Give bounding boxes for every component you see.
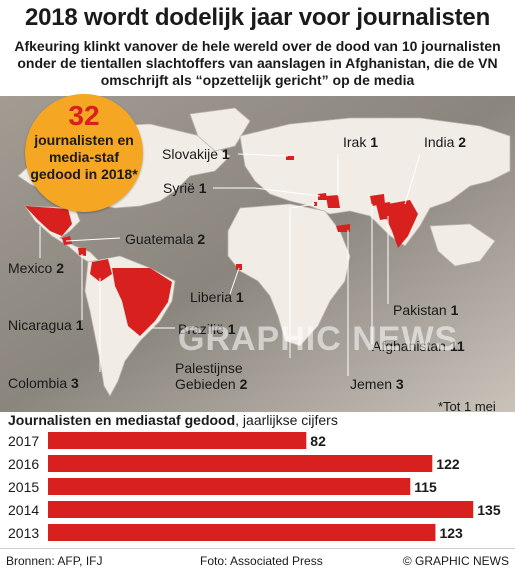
bar-year-label-2013: 2013 <box>8 525 39 541</box>
leader-palestijnse <box>289 203 316 358</box>
leader-india <box>404 153 421 205</box>
bar-2015 <box>48 478 411 495</box>
country-iraq <box>326 195 340 208</box>
country-slovakia <box>286 156 294 160</box>
badge-text: journalisten en media-staf gedood in 201… <box>30 132 138 182</box>
label-guatemala: Guatemala 2 <box>125 231 206 247</box>
label-jemen: Jemen 3 <box>350 376 404 392</box>
country-yemen <box>336 224 350 232</box>
watermark: GRAPHIC NEWS <box>178 320 459 358</box>
page-title: 2018 wordt dodelijk jaar voor journalist… <box>24 4 491 31</box>
leader-liberia <box>229 267 240 295</box>
label-irak: Irak 1 <box>343 134 379 150</box>
footer-photo: Foto: Associated Press <box>200 554 323 568</box>
bar-value-2014: 135 <box>477 502 501 518</box>
badge-number: 32 <box>68 100 100 131</box>
bar-year-label-2014: 2014 <box>8 502 39 518</box>
country-mexico <box>25 206 72 236</box>
country-liberia <box>236 264 242 270</box>
footer-copyright: © GRAPHIC NEWS <box>402 554 509 568</box>
bar-2016 <box>48 455 433 472</box>
country-palestine <box>314 202 317 206</box>
label-palestijnse-gebieden: Palestijnse Gebieden 2 <box>175 360 248 392</box>
label-pakistan: Pakistan 1 <box>393 302 459 318</box>
label-brazilie: Brazilië 1 <box>178 321 236 337</box>
label-india: India 2 <box>424 134 467 150</box>
leader-guatemala <box>65 237 121 242</box>
bar-2017 <box>48 432 307 449</box>
country-colombia <box>90 259 112 282</box>
label-nicaragua: Nicaragua 1 <box>8 317 84 333</box>
footnote: *Tot 1 mei <box>438 399 496 414</box>
label-slovakije: Slovakije 1 <box>162 146 230 162</box>
land-greenland <box>189 107 251 152</box>
bar-2013 <box>48 524 436 541</box>
label-syrie: Syrië 1 <box>163 180 207 196</box>
leader-lines <box>39 153 421 376</box>
country-india <box>386 200 418 248</box>
bar-year-label-2016: 2016 <box>8 456 39 472</box>
world-map: Slovakije 1 Irak 1 India 2 Syrië 1 Guate… <box>0 96 515 412</box>
leader-syrie <box>213 187 321 197</box>
bar-value-2016: 122 <box>436 456 460 472</box>
country-brazil <box>112 268 172 336</box>
bar-chart: 2017 82 2016 122 2015 115 2014 135 2013 123 <box>8 432 501 541</box>
bar-value-2015: 115 <box>414 479 437 495</box>
bar-value-2013: 123 <box>439 525 463 541</box>
country-nicaragua <box>78 248 86 256</box>
bar-year-label-2015: 2015 <box>8 479 39 495</box>
total-badge: 32 journalisten en media-staf gedood in … <box>25 94 143 212</box>
map-graphic <box>0 96 515 412</box>
country-syria <box>318 193 327 200</box>
leader-slovakije <box>237 153 289 157</box>
land-eurasia <box>239 117 511 247</box>
bar-2014 <box>48 501 474 518</box>
label-afghanistan: Afghanistan 11 <box>372 338 465 354</box>
chart-title: Journalisten en mediastaf gedood, jaarli… <box>8 412 338 428</box>
label-mexico: Mexico 2 <box>8 260 65 276</box>
bar-year-label-2017: 2017 <box>8 433 39 449</box>
footer-sources: Bronnen: AFP, IFJ <box>6 554 103 568</box>
label-colombia: Colombia 3 <box>8 375 79 391</box>
country-afghanistan <box>370 194 385 206</box>
footer: Bronnen: AFP, IFJ Foto: Associated Press… <box>0 548 515 573</box>
label-liberia: Liberia 1 <box>190 289 244 305</box>
land-southeast-asia <box>429 223 496 267</box>
bar-value-2017: 82 <box>310 433 326 449</box>
page-subtitle: Afkeuring klinkt vanover de hele wereld … <box>14 38 501 88</box>
